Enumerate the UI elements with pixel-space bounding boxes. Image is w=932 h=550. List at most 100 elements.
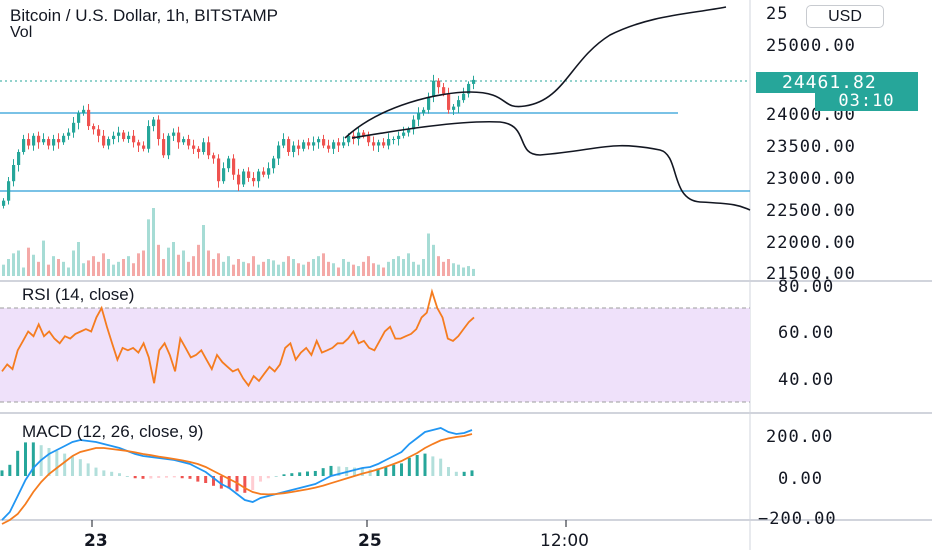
volume-bar [167,247,170,276]
volume-bar [402,259,405,276]
macd-histogram-bar [290,473,294,476]
candle-body [67,132,71,136]
candle-body [162,139,166,156]
volume-bar [2,264,5,276]
currency-button[interactable]: USD [806,5,884,28]
volume-bar [157,244,160,276]
candle-body [442,87,446,94]
chart-title: Bitcoin / U.S. Dollar, 1h, BITSTAMP [10,6,278,25]
volume-bar [57,259,60,276]
candle-body [357,132,361,140]
volume-bar [352,264,355,276]
rsi-tick: 80.00 [778,277,834,297]
macd-histogram-bar [219,476,223,489]
volume-bar [277,264,280,276]
volume-bar [92,256,95,276]
macd-histogram-bar [423,453,427,476]
volume-bar [217,253,220,276]
volume-bar [422,259,425,276]
candle-body [262,171,266,175]
candle-body [87,109,91,127]
candle-body [92,126,96,130]
rsi-axis[interactable]: 80.00 60.00 40.00 [778,277,834,390]
volume-bar [287,256,290,276]
macd-histogram-bar [337,466,341,476]
volume-bar [187,261,190,276]
macd-histogram-bar [118,473,121,476]
rsi-band [0,308,750,402]
macd-histogram-bar [376,468,380,476]
volume-bar [412,261,415,276]
macd-axis[interactable]: 200.00 0.00 −200.00 [758,427,837,529]
price-tick: 22000.00 [766,233,856,253]
volume-bar [212,259,215,276]
volume-bar [27,247,30,276]
volume-bar [452,263,455,276]
price-tick: 23500.00 [766,137,856,157]
macd-histogram-bar [16,450,20,476]
candle-body [72,122,76,133]
price-axis[interactable]: 25000.00 25 24000.00 23500.00 23000.00 2… [766,4,856,284]
projection-lower-curve[interactable] [351,120,751,211]
candle-body [2,200,6,206]
candle-body [112,135,116,140]
candle-body [332,142,336,149]
volume-bar [202,225,205,276]
macd-histogram-bar [462,471,466,476]
macd-histogram-bar [298,472,302,476]
candle-body [47,139,51,146]
macd-histogram-bar [282,474,286,476]
macd-histogram-bar [243,476,247,493]
macd-histogram-bar [188,476,192,479]
candle-body [57,139,61,143]
time-axis[interactable]: 23 25 12:00 [84,520,589,550]
candle-body [292,145,296,153]
macd-histogram-bar [102,470,106,476]
candle-body [197,148,201,153]
macd-histogram-bar [251,476,255,490]
candle-body [247,171,251,178]
candle-body [252,177,256,182]
volume-bar [257,264,260,276]
macd-histogram-bar [415,455,419,476]
volume-bar [322,253,325,276]
macd-histogram-bar [274,476,278,477]
candle-body [432,80,436,97]
macd-histogram-bar [196,476,200,482]
volume-bar [462,267,465,276]
candle-body [267,168,271,175]
candle-body [397,135,401,140]
macd-pane-label: MACD (12, 26, close, 9) [22,422,204,441]
volume-bar [32,254,35,276]
volume-bar [37,261,40,276]
candle-body [347,135,351,143]
projection-upper-curve[interactable] [344,6,727,139]
volume-bar [417,264,420,276]
candle-body [7,181,11,201]
candle-body [182,139,186,143]
candle-body [222,168,226,182]
candle-body [192,145,196,149]
volume-bar [12,253,15,276]
candle-body [177,132,181,143]
volume-bar [267,259,270,276]
volume-bar [102,253,105,276]
macd-histogram-bar [204,476,208,483]
candle-body [362,132,366,136]
candle-body [277,145,281,159]
volume-bar [392,259,395,276]
candle-body [42,139,46,143]
candle-body [382,142,386,146]
macd-histogram-bar [329,465,333,476]
volume-bar [147,219,150,276]
candle-body [417,113,421,120]
candle-body [152,119,156,127]
candle-body [217,158,221,182]
candle-body [462,93,466,101]
macd-histogram-bar [212,476,215,486]
rsi-tick: 40.00 [778,370,834,390]
volume-bar [262,261,265,276]
volume-bar [282,261,285,276]
candle-body [17,152,21,165]
